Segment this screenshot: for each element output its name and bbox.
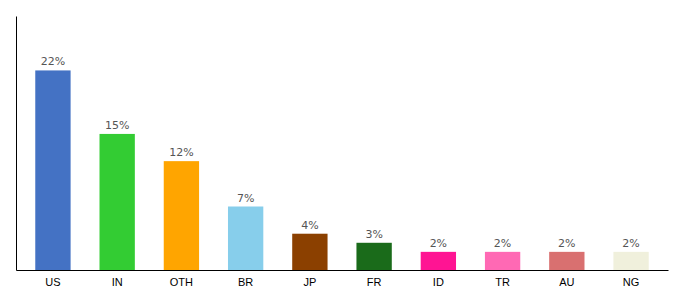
- data-label: 3%: [365, 228, 382, 241]
- bar: [228, 207, 263, 271]
- x-tick: FR: [367, 270, 382, 288]
- bar: [35, 70, 70, 270]
- x-tick: AU: [559, 270, 574, 288]
- x-tick-label: AU: [559, 276, 574, 288]
- x-tick: TR: [495, 270, 510, 288]
- bar: [356, 243, 391, 270]
- plot: US IN OTH BR JP FR ID TR AU NG 22% 15% 12% 7% 4% 3% 2% 2%…: [17, 17, 669, 288]
- x-tick-label: OTH: [170, 276, 193, 288]
- bar: [421, 252, 456, 270]
- bars: [35, 70, 648, 270]
- x-tick-label: FR: [367, 276, 382, 288]
- data-label: 4%: [301, 219, 318, 232]
- bar: [164, 161, 199, 270]
- bar: [549, 252, 584, 270]
- y-axis-line: [16, 17, 17, 271]
- bar: [100, 134, 135, 270]
- bar: [613, 252, 648, 270]
- data-label: 22%: [41, 55, 65, 68]
- x-tick: US: [45, 270, 60, 288]
- x-tick: OTH: [170, 270, 193, 288]
- data-label: 7%: [237, 192, 254, 205]
- x-tick-label: IN: [112, 276, 123, 288]
- data-label: 2%: [558, 237, 575, 250]
- x-tick-label: ID: [433, 276, 444, 288]
- x-axis: US IN OTH BR JP FR ID TR AU NG: [17, 270, 669, 288]
- x-tick: BR: [238, 270, 253, 288]
- y-axis: [16, 17, 17, 271]
- x-tick-label: TR: [495, 276, 510, 288]
- x-tick: NG: [623, 270, 640, 288]
- x-tick: JP: [303, 270, 316, 288]
- data-label: 2%: [430, 237, 447, 250]
- data-label: 2%: [622, 237, 639, 250]
- bar: [485, 252, 520, 270]
- x-axis-line: [17, 270, 669, 271]
- data-labels: 22% 15% 12% 7% 4% 3% 2% 2% 2% 2%: [41, 55, 640, 249]
- x-tick-label: US: [45, 276, 60, 288]
- x-tick: ID: [433, 270, 444, 288]
- x-tick: IN: [112, 270, 123, 288]
- data-label: 12%: [169, 146, 193, 159]
- x-tick-label: BR: [238, 276, 253, 288]
- chart: US IN OTH BR JP FR ID TR AU NG 22% 15% 12% 7% 4% 3% 2% 2%…: [0, 0, 680, 300]
- data-label: 2%: [494, 237, 511, 250]
- data-label: 15%: [105, 119, 129, 132]
- x-tick-label: NG: [623, 276, 640, 288]
- bar: [292, 234, 327, 270]
- x-tick-label: JP: [303, 276, 316, 288]
